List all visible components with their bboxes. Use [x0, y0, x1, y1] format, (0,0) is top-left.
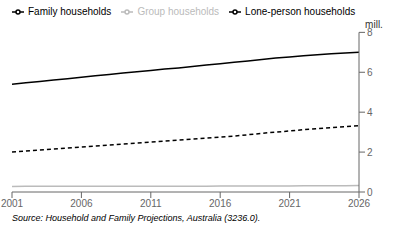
svg-text:2001: 2001 — [8, 198, 24, 209]
svg-text:2006: 2006 — [70, 198, 93, 209]
svg-text:0: 0 — [367, 187, 373, 198]
svg-text:2026: 2026 — [348, 198, 371, 209]
svg-text:2: 2 — [367, 147, 373, 158]
svg-text:4: 4 — [367, 107, 373, 118]
svg-text:mill.: mill. — [365, 19, 383, 30]
html-text:Source: Household and Family P: Source: Household and Family Projections… — [12, 213, 261, 223]
svg-text:2016: 2016 — [209, 198, 232, 209]
html-text:Group households: Group households — [137, 6, 220, 17]
html-text:Lone-person households: Lone-person households — [245, 6, 356, 17]
svg-text:6: 6 — [367, 67, 373, 78]
svg-text:2011: 2011 — [140, 198, 162, 209]
svg-text:8: 8 — [367, 26, 373, 38]
svg-text:2021: 2021 — [278, 198, 301, 209]
html-text:Family households: Family households — [28, 6, 112, 17]
